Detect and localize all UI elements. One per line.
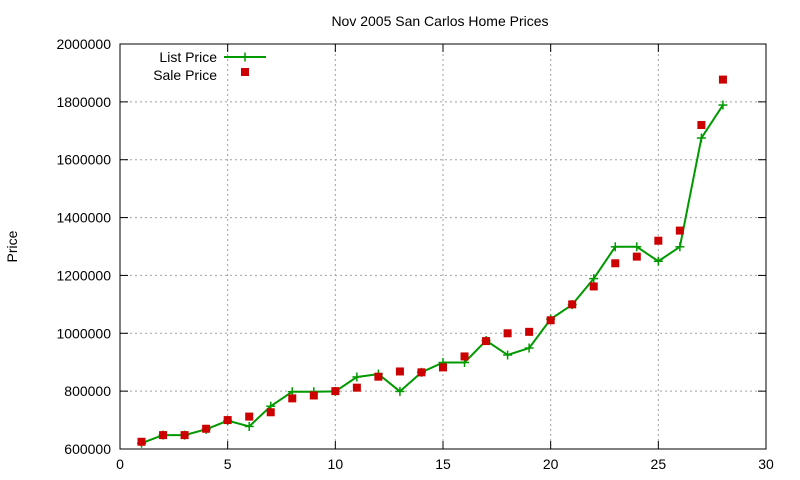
series-list-price bbox=[137, 100, 728, 448]
y-axis-title: Price bbox=[4, 230, 20, 262]
sale-price-point bbox=[654, 236, 663, 245]
chart-title: Nov 2005 San Carlos Home Prices bbox=[331, 13, 548, 29]
sale-price-point bbox=[546, 316, 555, 325]
sale-price-point bbox=[675, 226, 684, 235]
list-price-point bbox=[352, 372, 362, 382]
sale-price-point bbox=[137, 437, 146, 446]
list-price-point bbox=[503, 350, 513, 360]
y-tick-label: 1000000 bbox=[56, 325, 111, 341]
legend-label-sale-price: Sale Price bbox=[153, 67, 217, 83]
sale-price-point bbox=[245, 412, 254, 421]
sale-price-point bbox=[482, 337, 491, 346]
legend-label-list-price: List Price bbox=[159, 49, 217, 65]
sale-price-point bbox=[309, 391, 318, 400]
x-tick-label: 5 bbox=[224, 456, 232, 472]
sale-price-point bbox=[266, 408, 275, 417]
y-tick-label: 2000000 bbox=[56, 36, 111, 52]
legend-plus-marker bbox=[240, 52, 250, 62]
x-tick-label: 20 bbox=[543, 456, 559, 472]
sale-price-point bbox=[352, 383, 361, 392]
sale-price-point bbox=[525, 327, 534, 336]
x-tick-label: 15 bbox=[435, 456, 451, 472]
sale-price-point bbox=[395, 367, 404, 376]
sale-price-point bbox=[374, 372, 383, 381]
list-price-point bbox=[524, 343, 534, 353]
sale-price-point bbox=[223, 416, 232, 425]
sale-price-point bbox=[632, 252, 641, 261]
y-tick-label: 600000 bbox=[64, 441, 111, 457]
ticks-layer: 0 5 10 15 20 25 30 600000 800000 1000000 1200000 14… bbox=[56, 36, 774, 472]
series-sale-price bbox=[137, 75, 727, 446]
legend-square-marker bbox=[241, 68, 249, 76]
y-tick-label: 1200000 bbox=[56, 267, 111, 283]
list-price-point bbox=[589, 274, 599, 284]
x-tick-label: 30 bbox=[758, 456, 774, 472]
x-tick-label: 0 bbox=[116, 456, 124, 472]
legend: List Price Sale Price bbox=[153, 49, 266, 83]
sale-price-point bbox=[417, 368, 426, 377]
list-price-point bbox=[395, 386, 405, 396]
list-price-point bbox=[718, 100, 728, 110]
list-price-point bbox=[610, 242, 620, 252]
sale-price-point bbox=[180, 431, 189, 440]
y-tick-label: 1800000 bbox=[56, 94, 111, 110]
sale-price-point bbox=[568, 300, 577, 309]
sale-price-point bbox=[331, 387, 340, 396]
sale-price-point bbox=[589, 282, 598, 291]
list-price-point bbox=[675, 242, 685, 252]
legend-symbol-sale-price bbox=[241, 68, 249, 76]
list-price-point bbox=[696, 133, 706, 143]
sale-price-point bbox=[288, 394, 297, 403]
sale-price-point bbox=[439, 363, 447, 372]
sale-price-point bbox=[611, 259, 620, 268]
list-price-point bbox=[632, 242, 642, 252]
sale-price-point bbox=[202, 424, 211, 433]
sale-price-point bbox=[697, 121, 706, 129]
y-tick-label: 800000 bbox=[64, 383, 111, 399]
list-price-point bbox=[244, 421, 254, 431]
sale-price-point bbox=[718, 75, 727, 84]
y-tick-label: 1400000 bbox=[56, 210, 111, 226]
series-layer bbox=[137, 75, 728, 448]
list-price-line bbox=[141, 104, 724, 445]
list-price-point bbox=[653, 256, 663, 266]
legend-symbol-list-price bbox=[224, 52, 266, 62]
x-tick-label: 10 bbox=[328, 456, 344, 472]
y-tick-label: 1600000 bbox=[56, 152, 111, 168]
sale-price-point bbox=[460, 352, 469, 361]
x-tick-label: 25 bbox=[651, 456, 667, 472]
sale-price-point bbox=[159, 431, 168, 440]
sale-price-point bbox=[503, 329, 512, 338]
grid-layer bbox=[120, 44, 766, 449]
